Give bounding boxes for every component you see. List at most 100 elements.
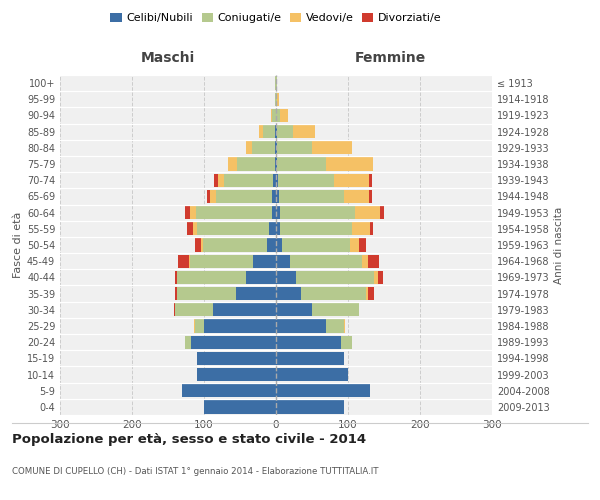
Bar [191, 336, 276, 349]
Bar [196, 206, 272, 220]
Bar [296, 270, 374, 284]
Bar [276, 141, 277, 154]
Text: Maschi: Maschi [141, 51, 195, 65]
Bar [276, 92, 277, 106]
Bar [174, 303, 175, 316]
Bar [334, 174, 369, 187]
Bar [276, 76, 277, 90]
Bar [272, 109, 276, 122]
Bar [312, 303, 359, 316]
Bar [275, 76, 276, 90]
Bar [276, 384, 370, 398]
Bar [277, 158, 326, 170]
Bar [175, 270, 176, 284]
Bar [293, 125, 315, 138]
Bar [326, 158, 373, 170]
Bar [362, 254, 368, 268]
Bar [276, 254, 290, 268]
Bar [370, 222, 373, 235]
Bar [368, 254, 379, 268]
Bar [341, 336, 352, 349]
Bar [246, 141, 251, 154]
Bar [204, 320, 276, 332]
Bar [276, 206, 280, 220]
Bar [275, 158, 276, 170]
Bar [176, 270, 178, 284]
Bar [190, 254, 253, 268]
Bar [380, 206, 384, 220]
Bar [326, 320, 344, 332]
Bar [201, 238, 203, 252]
Bar [216, 190, 272, 203]
Bar [218, 174, 224, 187]
Bar [366, 287, 368, 300]
Bar [350, 238, 359, 252]
Bar [276, 190, 279, 203]
Bar [312, 141, 352, 154]
Bar [229, 158, 237, 170]
Bar [178, 270, 246, 284]
Bar [276, 368, 348, 381]
Bar [368, 287, 374, 300]
Bar [207, 190, 211, 203]
Bar [359, 238, 366, 252]
Bar [276, 352, 344, 365]
Bar [276, 303, 312, 316]
Bar [204, 400, 276, 413]
Text: Femmine: Femmine [355, 51, 425, 65]
Bar [352, 222, 370, 235]
Bar [276, 238, 282, 252]
Bar [178, 254, 189, 268]
Bar [212, 303, 276, 316]
Bar [276, 287, 301, 300]
Bar [377, 270, 383, 284]
Bar [369, 174, 373, 187]
Bar [276, 400, 344, 413]
Text: Popolazione per età, sesso e stato civile - 2014: Popolazione per età, sesso e stato civil… [12, 432, 366, 446]
Text: COMUNE DI CUPELLO (CH) - Dati ISTAT 1° gennaio 2014 - Elaborazione TUTTITALIA.IT: COMUNE DI CUPELLO (CH) - Dati ISTAT 1° g… [12, 468, 379, 476]
Bar [276, 158, 277, 170]
Bar [276, 222, 280, 235]
Bar [280, 206, 355, 220]
Bar [278, 174, 334, 187]
Bar [176, 287, 178, 300]
Bar [185, 206, 190, 220]
Bar [197, 222, 269, 235]
Bar [277, 125, 293, 138]
Bar [277, 92, 279, 106]
Bar [355, 206, 380, 220]
Bar [290, 254, 362, 268]
Bar [189, 254, 190, 268]
Bar [282, 238, 350, 252]
Bar [203, 238, 268, 252]
Bar [271, 109, 272, 122]
Bar [275, 141, 276, 154]
Bar [251, 141, 275, 154]
Bar [259, 125, 263, 138]
Bar [190, 206, 196, 220]
Bar [253, 254, 276, 268]
Bar [178, 287, 236, 300]
Bar [344, 190, 369, 203]
Bar [175, 287, 176, 300]
Bar [197, 352, 276, 365]
Bar [237, 158, 275, 170]
Bar [182, 384, 276, 398]
Bar [196, 320, 204, 332]
Y-axis label: Anni di nascita: Anni di nascita [554, 206, 564, 284]
Bar [269, 222, 276, 235]
Bar [276, 174, 278, 187]
Y-axis label: Fasce di età: Fasce di età [13, 212, 23, 278]
Bar [272, 190, 276, 203]
Bar [276, 336, 341, 349]
Bar [214, 174, 218, 187]
Bar [301, 287, 366, 300]
Bar [280, 109, 288, 122]
Bar [369, 190, 373, 203]
Bar [374, 270, 377, 284]
Bar [193, 222, 197, 235]
Bar [276, 320, 326, 332]
Bar [185, 336, 191, 349]
Bar [194, 320, 196, 332]
Bar [279, 190, 344, 203]
